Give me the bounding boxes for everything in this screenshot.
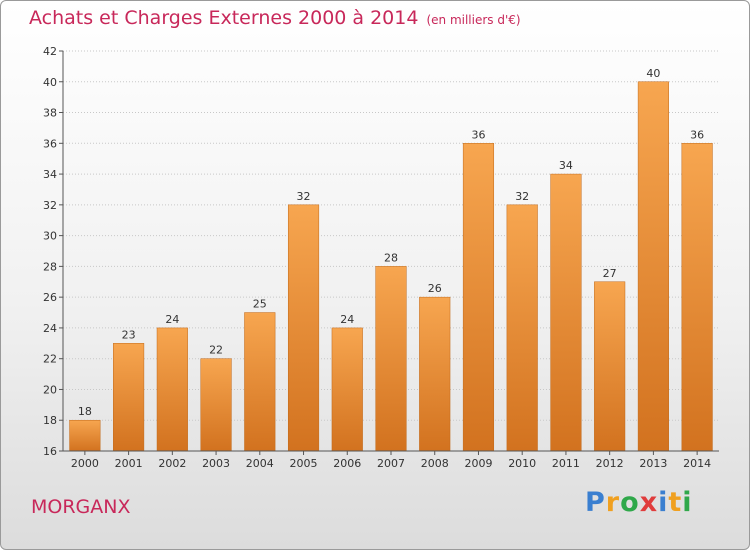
bar-2000 [69,419,101,452]
value-label-2009: 36 [471,128,485,141]
bar-series [69,81,713,452]
x-tick-label-2005: 2005 [290,457,318,470]
value-label-2008: 26 [428,282,442,295]
x-tick-label-2011: 2011 [552,457,580,470]
bar-2005 [287,204,320,452]
y-tick-label-18: 18 [43,414,57,427]
y-tick-labels: 16 18 20 22 24 26 28 30 32 34 36 38 40 42 [43,45,63,458]
x-tick-label-2002: 2002 [158,457,186,470]
town-name: MORGANX [31,496,131,518]
proxiti-logo: Proxiti [585,487,693,518]
value-label-2005: 32 [297,190,311,203]
y-tick-label-40: 40 [43,76,57,89]
y-tick-label-28: 28 [43,260,57,273]
x-tick-label-2013: 2013 [639,457,667,470]
bar-2011 [550,173,582,452]
logo-letter: i [682,487,693,518]
x-tick-label-2010: 2010 [508,457,536,470]
value-label-2010: 32 [515,190,529,203]
logo-letter: P [585,487,606,518]
logo-letter: t [668,487,683,518]
bar-2006 [331,327,363,452]
x-tick-label-2004: 2004 [246,457,274,470]
bar-2010 [506,204,538,452]
y-tick-label-24: 24 [43,322,57,335]
bar-2009 [462,143,495,452]
value-label-2004: 25 [253,298,267,311]
value-label-2013: 40 [646,67,660,80]
value-label-2011: 34 [559,159,573,172]
bar-2014 [681,143,713,452]
value-label-2012: 27 [603,267,617,280]
value-label-2003: 22 [209,344,223,357]
x-tick-label-2012: 2012 [596,457,624,470]
y-tick-label-22: 22 [43,353,57,366]
value-label-2001: 23 [122,328,136,341]
chart-unit: (en milliers d'€) [426,13,521,27]
logo-letter: i [658,487,669,518]
value-label-2014: 36 [690,128,704,141]
bar-2012 [594,281,626,452]
bar-2003 [200,358,232,452]
y-tick-label-42: 42 [43,45,57,58]
y-tick-label-20: 20 [43,383,57,396]
bar-2001 [113,343,145,452]
x-tick-label-2003: 2003 [202,457,230,470]
x-tick-label-2009: 2009 [464,457,492,470]
x-tick-label-2007: 2007 [377,457,405,470]
bar-2008 [419,296,451,452]
value-label-2000: 18 [78,405,92,418]
value-labels: 18 23 24 22 25 32 24 28 26 36 32 34 27 40 36 [78,67,704,418]
x-tick-label-2014: 2014 [683,457,711,470]
x-tick-label-2006: 2006 [333,457,361,470]
y-tick-label-34: 34 [43,168,57,181]
logo-letter: o [620,487,640,518]
x-tick-labels: 2000 2001 2002 2003 2004 2005 2006 2007 2008 2009… [71,451,711,470]
bar-2002 [156,327,188,452]
value-label-2007: 28 [384,251,398,264]
chart-title-block: Achats et Charges Externes 2000 à 2014 (e… [29,7,521,29]
y-tick-label-36: 36 [43,137,57,150]
y-tick-label-26: 26 [43,291,57,304]
bar-2004 [244,312,276,452]
value-label-2006: 24 [340,313,354,326]
bar-2013 [637,81,669,452]
logo-letter: x [639,487,659,518]
value-label-2002: 24 [165,313,179,326]
bar-2007 [375,266,407,452]
x-tick-label-2008: 2008 [421,457,449,470]
y-tick-label-38: 38 [43,107,57,120]
y-tick-label-30: 30 [43,230,57,243]
y-tick-label-16: 16 [43,445,57,458]
x-tick-label-2000: 2000 [71,457,99,470]
y-tick-label-32: 32 [43,199,57,212]
chart-title: Achats et Charges Externes 2000 à 2014 [29,7,419,29]
logo-letter: r [605,487,621,518]
x-tick-label-2001: 2001 [115,457,143,470]
